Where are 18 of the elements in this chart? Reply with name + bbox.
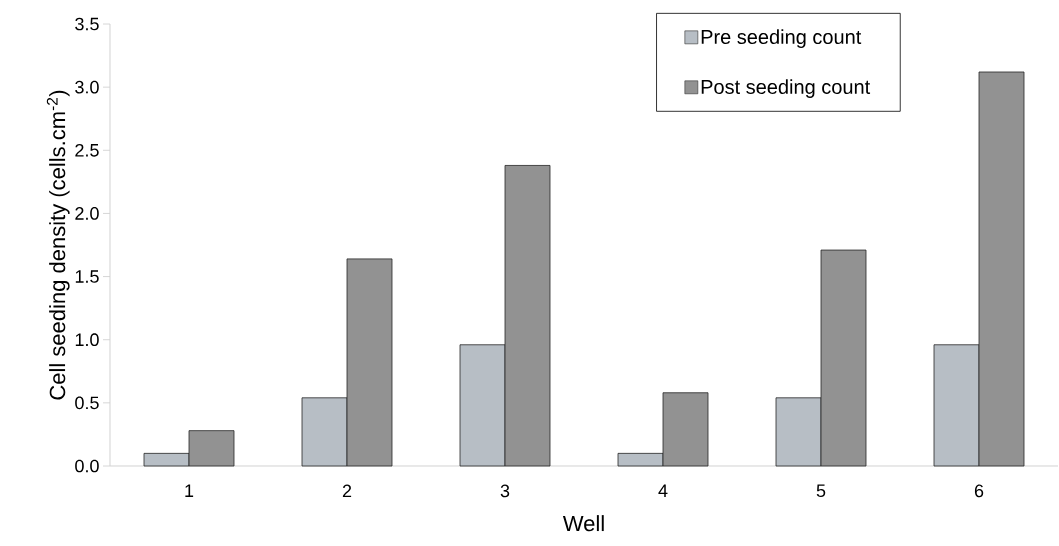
y-tick-label: 2.0 (75, 207, 99, 220)
x-tick-label: 6 (974, 484, 984, 498)
y-tick-label: 0.0 (75, 459, 99, 473)
y-tick-label: 3.0 (75, 80, 99, 94)
legend-label: Pre seeding count (701, 29, 862, 48)
legend-label: Post seeding count (701, 79, 871, 98)
y-tick-label: 1.0 (75, 333, 99, 347)
x-tick-label: 4 (658, 484, 668, 497)
x-tick-label: 3 (500, 484, 510, 498)
y-tick-label: 2.5 (75, 143, 99, 157)
y-tick-label: 3.5 (75, 17, 99, 31)
x-tick-label: 1 (185, 484, 194, 497)
x-tick-label: 2 (342, 484, 352, 498)
y-axis-title: Cell seeding density (cells.cm$^{-2}$) (46, 90, 70, 400)
y-tick-label: 1.5 (75, 270, 99, 283)
x-axis-title: Well (562, 515, 604, 532)
x-tick-label: 5 (816, 484, 826, 498)
y-tick-label: 0.5 (75, 396, 99, 410)
